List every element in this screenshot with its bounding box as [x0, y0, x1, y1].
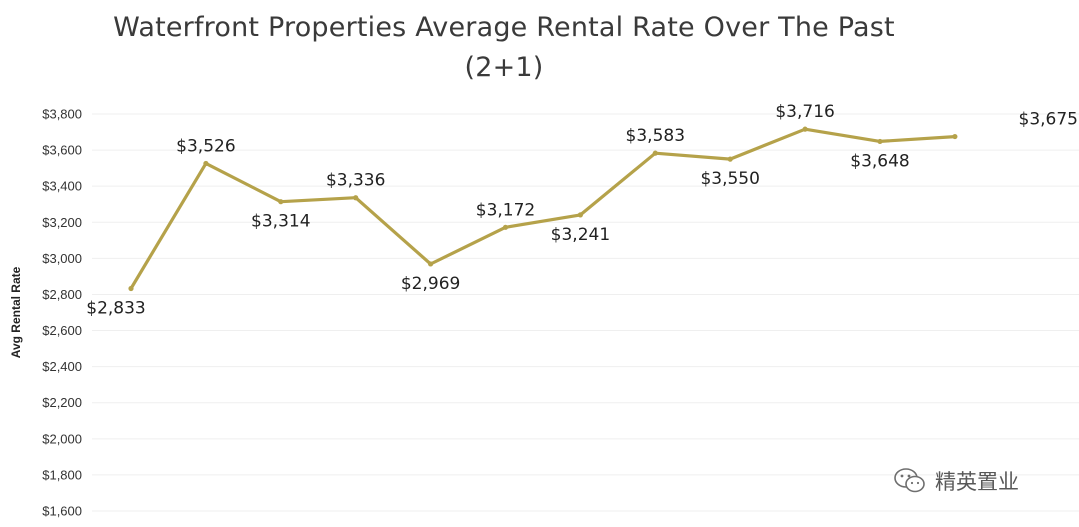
- data-label: $3,314: [251, 212, 310, 232]
- wechat-icon: [894, 468, 925, 493]
- y-tick-label: $3,600: [42, 143, 82, 158]
- data-label: $3,172: [476, 200, 535, 220]
- data-points: [128, 126, 958, 292]
- data-point: [877, 138, 883, 145]
- watermark: 精英置业: [893, 466, 1019, 496]
- data-point: [502, 224, 509, 230]
- data-label: $3,526: [176, 136, 235, 156]
- data-label: $3,241: [551, 225, 610, 245]
- data-point: [652, 150, 658, 156]
- y-tick-label: $3,200: [42, 215, 82, 230]
- data-labels: $2,833 $3,526 $3,314 $3,336 $2,969 $3,172 $3,2…: [86, 102, 1078, 318]
- y-tick-label: $3,400: [42, 179, 82, 194]
- data-point: [203, 160, 209, 167]
- data-point: [353, 195, 359, 201]
- chart-title-line2: (2+1): [464, 52, 544, 83]
- y-tick-label: $2,000: [42, 431, 82, 446]
- data-label: $3,550: [700, 169, 759, 189]
- y-tick-label: $2,600: [42, 323, 82, 338]
- gridlines: [92, 113, 1079, 512]
- y-axis-ticks: $3,800 $3,600 $3,400 $3,200 $3,000 $2,800 $2,6…: [42, 107, 82, 519]
- data-label: $3,583: [626, 126, 685, 146]
- data-label: $2,833: [86, 298, 145, 318]
- chart-title: Waterfront Properties Average Rental Rat…: [0, 8, 1008, 88]
- watermark-text: 精英置业: [935, 470, 1019, 494]
- data-point: [428, 261, 434, 267]
- data-label: $3,648: [850, 151, 909, 171]
- y-axis-title: Avg Rental Rate: [9, 266, 23, 358]
- data-label: $3,336: [326, 171, 385, 191]
- y-tick-label: $2,400: [42, 359, 82, 374]
- y-tick-label: $3,000: [42, 251, 82, 266]
- series-line-group: [129, 127, 956, 290]
- data-point: [802, 126, 808, 132]
- data-point: [577, 212, 584, 218]
- data-point: [952, 133, 958, 140]
- data-point: [727, 156, 733, 162]
- series-line: [129, 127, 956, 290]
- data-point: [128, 285, 134, 292]
- chart-title-line1: Waterfront Properties Average Rental Rat…: [113, 12, 895, 43]
- data-label: $3,716: [775, 102, 834, 122]
- y-tick-label: $1,600: [42, 504, 82, 519]
- y-tick-label: $1,800: [42, 467, 82, 482]
- y-tick-label: $2,800: [42, 287, 82, 302]
- y-tick-label: $2,200: [42, 395, 82, 410]
- data-label: $3,675: [1019, 110, 1078, 130]
- data-point: [278, 199, 284, 205]
- y-tick-label: $3,800: [42, 107, 82, 122]
- data-label: $2,969: [401, 274, 460, 294]
